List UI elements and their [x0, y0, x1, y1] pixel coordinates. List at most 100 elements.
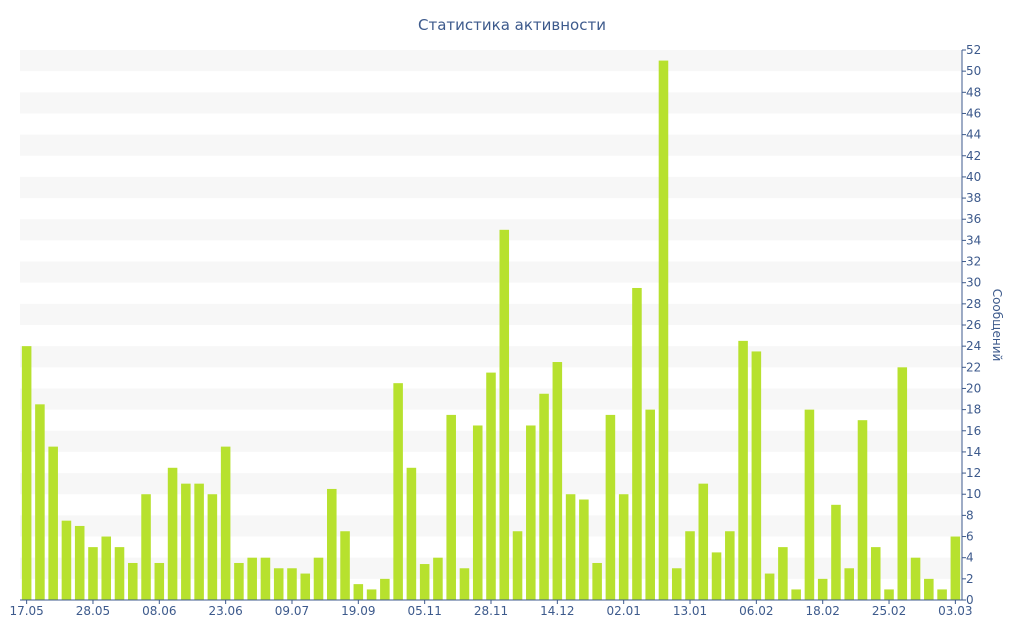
bar: [313, 557, 324, 600]
bar: [419, 564, 430, 600]
y-tick-label: 16: [966, 424, 981, 438]
bar: [114, 547, 125, 600]
bar: [711, 552, 722, 600]
grid-band: [20, 176, 962, 199]
x-tick-label: 18.02: [806, 604, 840, 618]
bar: [539, 393, 549, 600]
bar: [512, 531, 523, 600]
grid-band: [20, 219, 962, 241]
y-tick-label: 2: [966, 572, 974, 586]
bar: [353, 584, 364, 600]
bar: [406, 467, 417, 600]
bar: [751, 351, 762, 600]
y-axis-label: Сообщений: [990, 289, 1004, 362]
bar: [950, 536, 961, 600]
y-tick-label: 48: [966, 85, 981, 99]
bar: [725, 531, 735, 600]
y-tick-label: 40: [966, 170, 981, 184]
x-tick-label: 13.01: [673, 604, 707, 618]
y-tick-label: 32: [966, 255, 981, 269]
bar: [910, 557, 921, 600]
bar: [791, 589, 801, 600]
bar: [459, 568, 470, 600]
bar: [937, 589, 947, 600]
y-tick-label: 46: [966, 106, 981, 120]
bar: [671, 568, 682, 600]
bar: [300, 573, 311, 600]
bar: [844, 568, 854, 600]
bar: [897, 367, 908, 600]
bar: [632, 287, 642, 600]
bar: [884, 589, 894, 600]
y-tick-label: 26: [966, 318, 981, 332]
bar: [738, 340, 748, 600]
bar: [658, 60, 669, 600]
x-tick-label: 25.02: [872, 604, 906, 618]
bar: [778, 547, 788, 600]
bar: [472, 425, 483, 600]
bars: [21, 60, 961, 600]
bar: [247, 557, 257, 600]
x-tick-label: 28.11: [474, 604, 508, 618]
bar: [154, 562, 165, 600]
x-tick-label: 28.05: [76, 604, 110, 618]
x-tick-label: 23.06: [208, 604, 242, 618]
bar: [433, 557, 443, 600]
bar: [21, 346, 32, 600]
x-axis: 17.05 28.05 08.06 23.06 09.07 19.09 05.11 28.11…: [9, 599, 973, 618]
bar: [870, 547, 881, 600]
y-tick-label: 4: [966, 551, 974, 565]
y-tick-label: 18: [966, 403, 981, 417]
grid-band: [20, 346, 962, 368]
bar: [817, 578, 828, 600]
x-tick-label: 02.01: [606, 604, 640, 618]
x-tick-label: 17.05: [9, 604, 43, 618]
bar: [167, 467, 178, 600]
bar: [499, 229, 510, 600]
bar: [128, 562, 138, 600]
y-tick-label: 34: [966, 233, 981, 247]
bar: [74, 525, 85, 600]
bar: [88, 547, 98, 600]
bar: [48, 446, 58, 600]
bar: [287, 568, 297, 600]
bar: [380, 578, 390, 600]
bar: [526, 425, 536, 600]
grid-band: [20, 303, 962, 325]
bar: [35, 404, 45, 600]
grid-band: [20, 134, 962, 156]
bar: [327, 488, 337, 600]
bar: [393, 383, 403, 600]
bar: [273, 568, 284, 600]
bar: [260, 557, 271, 600]
bar: [194, 483, 204, 600]
y-tick-label: 20: [966, 381, 981, 395]
y-tick-label: 42: [966, 149, 981, 163]
bar: [141, 494, 151, 600]
y-tick-label: 24: [966, 339, 981, 353]
bar: [446, 414, 456, 600]
y-tick-label: 44: [966, 128, 981, 142]
bar: [61, 520, 72, 600]
y-axis: 0246810121416182022242628303234363840424…: [961, 43, 981, 607]
bar: [181, 483, 191, 600]
bar: [804, 409, 815, 600]
bar: [698, 483, 709, 600]
bar: [645, 409, 655, 600]
x-tick-label: 19.09: [341, 604, 375, 618]
y-tick-label: 28: [966, 297, 981, 311]
bar: [552, 362, 563, 600]
y-tick-label: 38: [966, 191, 981, 205]
x-tick-label: 08.06: [142, 604, 176, 618]
bar: [579, 499, 589, 600]
bar: [366, 589, 377, 600]
x-tick-label: 09.07: [275, 604, 309, 618]
y-tick-label: 0: [966, 593, 974, 607]
bar: [565, 494, 576, 600]
x-tick-label: 05.11: [407, 604, 441, 618]
bar: [685, 531, 695, 600]
x-tick-label: 06.02: [739, 604, 773, 618]
grid-band: [20, 50, 962, 72]
bar: [220, 446, 231, 600]
